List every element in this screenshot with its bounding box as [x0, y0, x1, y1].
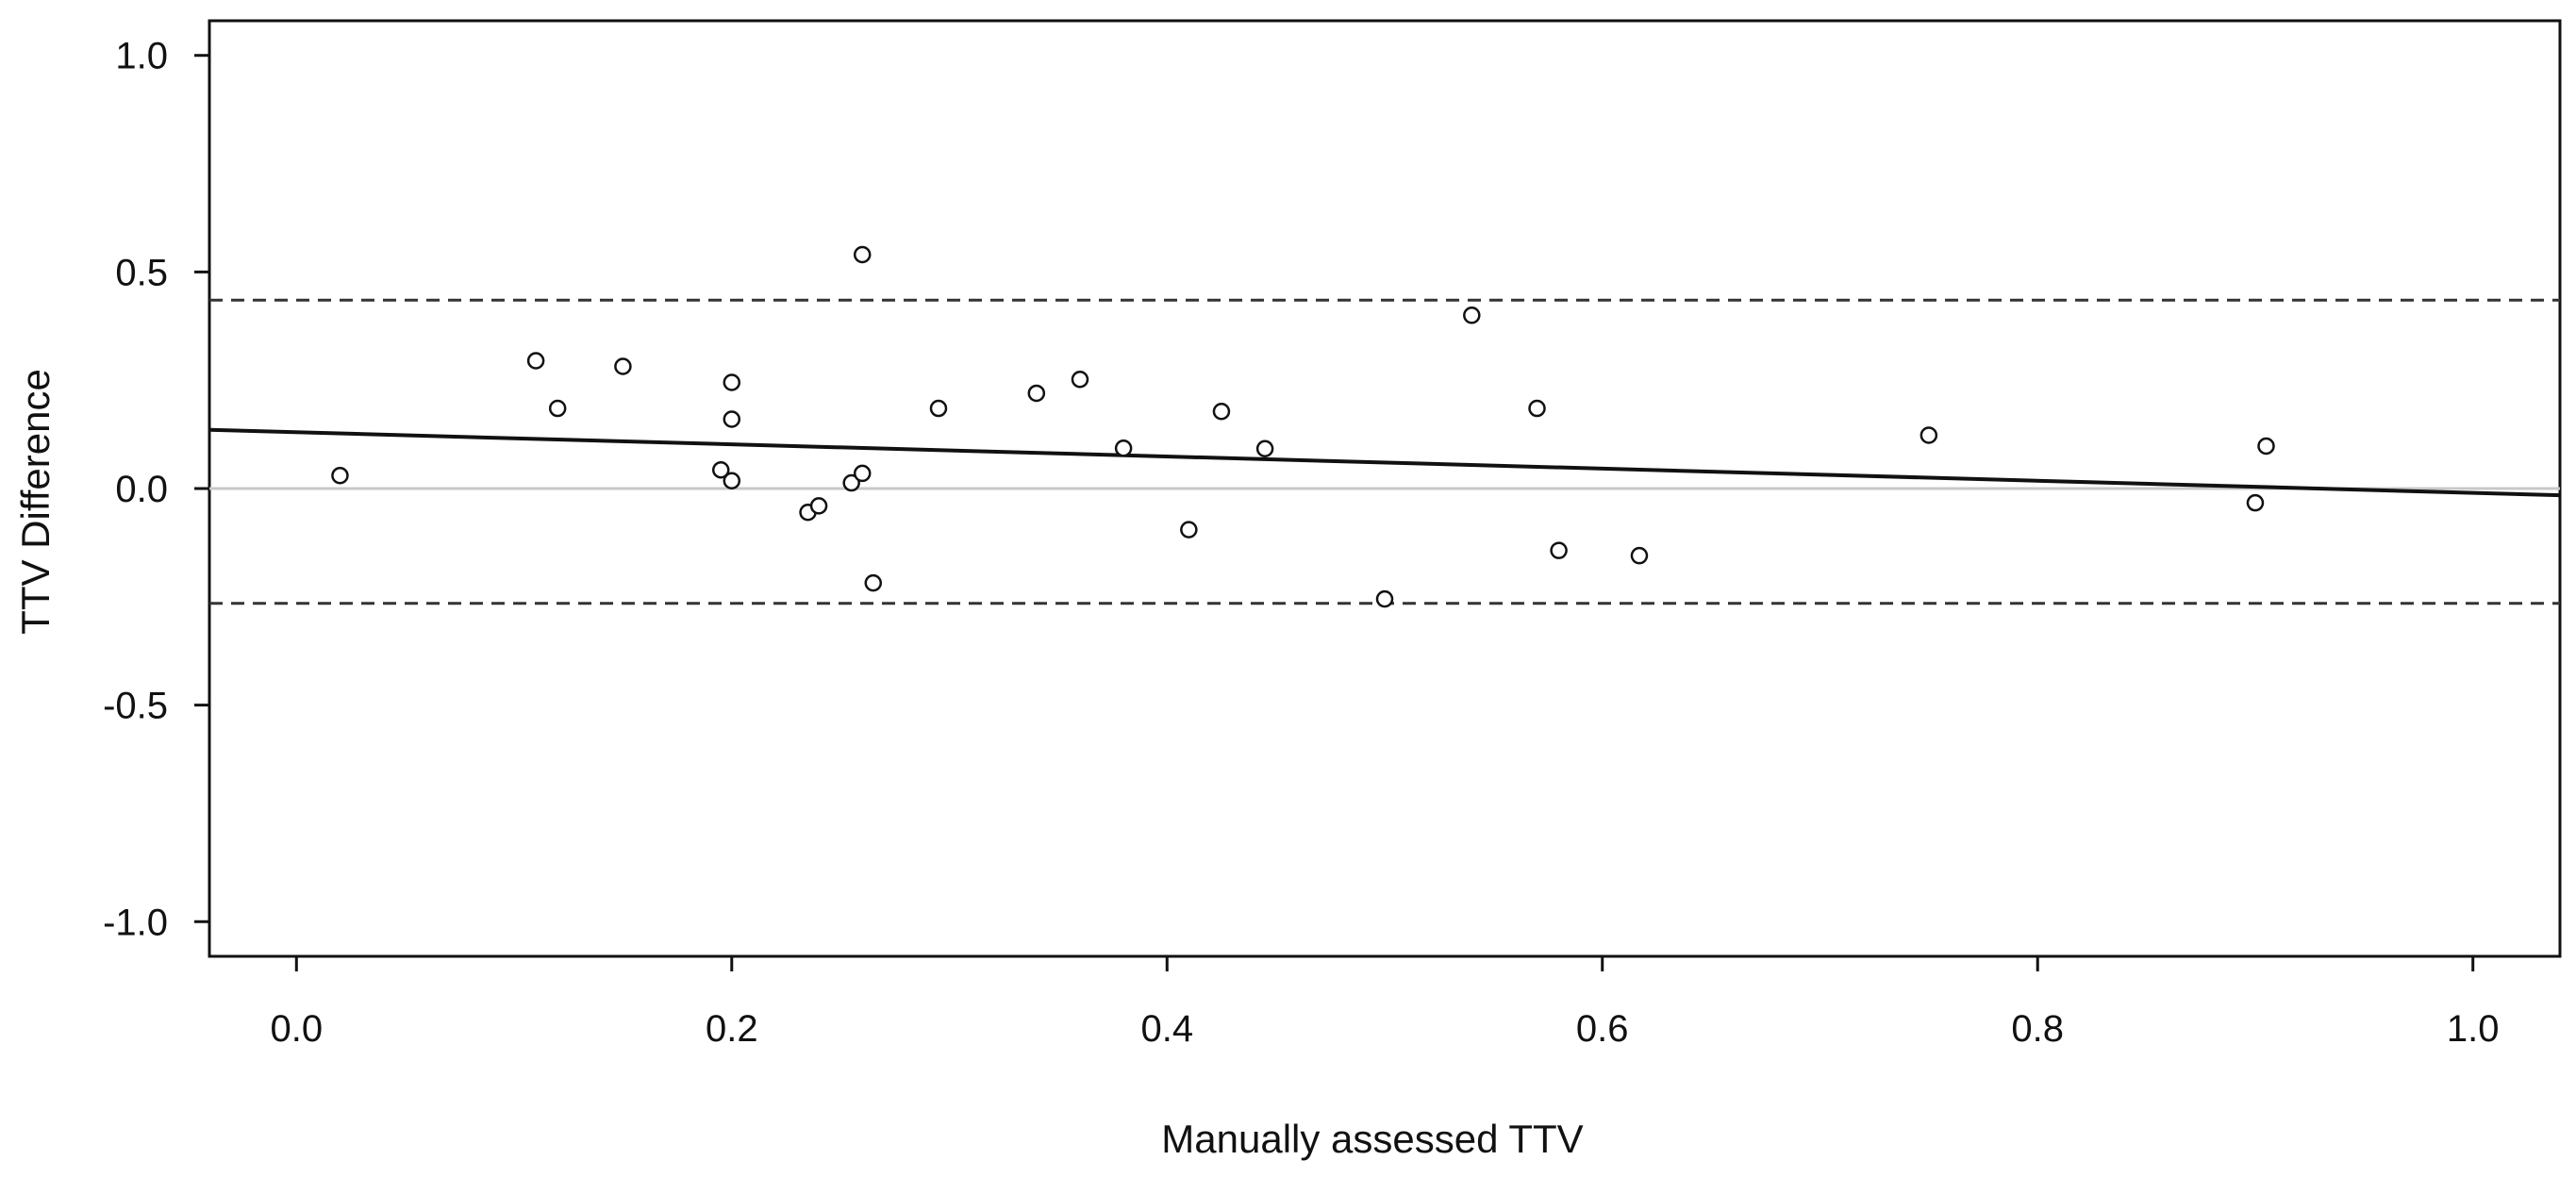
- x-axis: 0.0 0.2 0.4 0.6 0.8 1.0: [270, 956, 2500, 1050]
- y-tick-label: 0.0: [115, 469, 168, 510]
- data-point: [1528, 399, 1546, 418]
- data-point: [864, 573, 883, 592]
- data-point: [2246, 493, 2265, 512]
- data-point: [1212, 403, 1231, 421]
- data-point: [548, 399, 567, 418]
- y-axis: 1.0 0.5 0.0 -0.5 -1.0: [103, 36, 209, 943]
- data-point: [1027, 384, 1046, 403]
- data-point: [723, 410, 741, 428]
- regression-line: [208, 427, 2561, 498]
- x-tick-label: 1.0: [2447, 1008, 2500, 1050]
- data-point: [929, 399, 948, 418]
- x-tick-label: 0.6: [1576, 1008, 1629, 1050]
- y-tick-label: 0.5: [115, 252, 168, 293]
- y-tick-label: 1.0: [115, 36, 168, 77]
- data-point: [331, 466, 349, 485]
- data-point: [723, 472, 741, 489]
- data-point: [842, 473, 860, 492]
- y-axis-label: TTV Difference: [13, 369, 58, 635]
- data-point: [723, 373, 741, 391]
- data-point: [614, 357, 632, 375]
- x-tick-label: 0.0: [270, 1008, 323, 1050]
- y-tick-label: -0.5: [103, 686, 168, 727]
- data-point: [853, 245, 872, 264]
- data-point: [1550, 541, 1568, 559]
- data-point: [526, 352, 545, 370]
- data-point: [1375, 589, 1394, 608]
- y-tick-label: -1.0: [103, 902, 168, 943]
- data-point: [1180, 521, 1198, 539]
- data-point: [711, 461, 730, 479]
- data-point: [809, 497, 828, 515]
- data-point: [1071, 371, 1089, 389]
- data-point: [1920, 426, 1938, 444]
- data-point: [1630, 546, 1649, 565]
- data-points: [331, 245, 2275, 608]
- data-point: [1255, 439, 1274, 457]
- x-tick-label: 0.4: [1140, 1008, 1193, 1050]
- x-tick-label: 0.2: [706, 1008, 758, 1050]
- data-point: [2257, 437, 2275, 456]
- data-point: [1463, 307, 1481, 324]
- data-point: [853, 464, 872, 483]
- x-tick-label: 0.8: [2011, 1008, 2064, 1050]
- data-point: [1114, 439, 1133, 457]
- x-axis-label: Manually assessed TTV: [1161, 1117, 1583, 1161]
